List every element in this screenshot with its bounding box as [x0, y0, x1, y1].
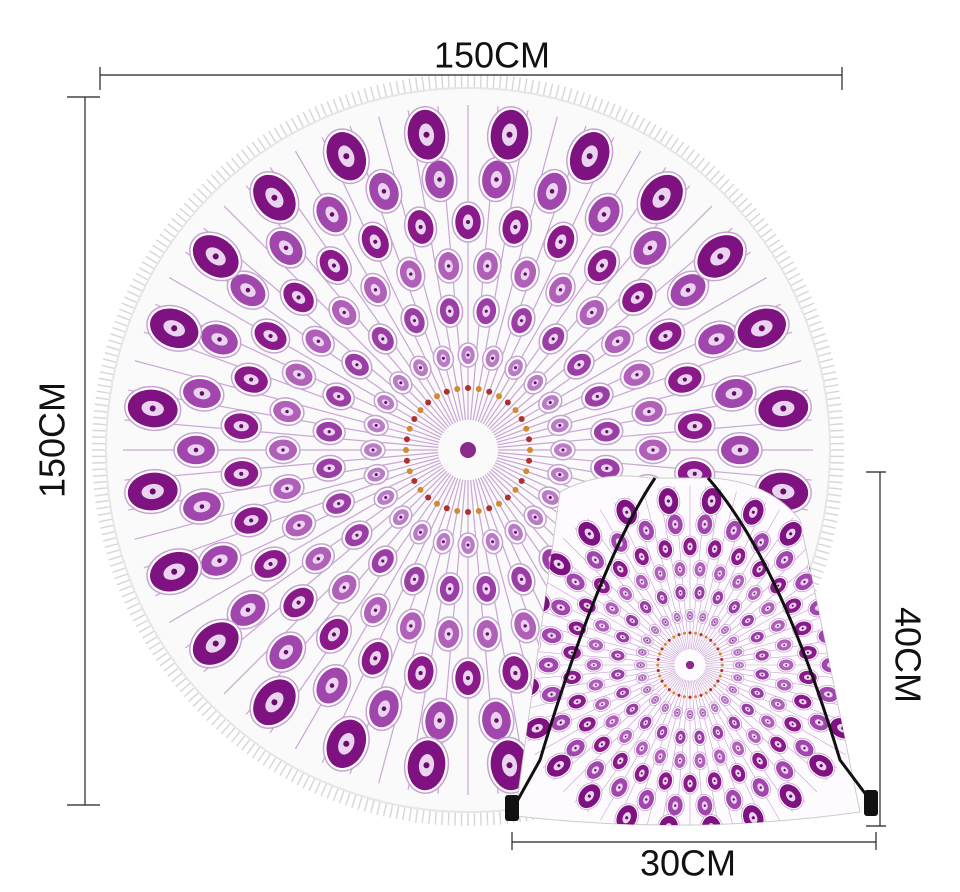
bag-width-label: 30CM	[640, 843, 736, 884]
bag-corner	[505, 795, 519, 821]
drawstring	[513, 477, 872, 806]
towel-width-label: 150CM	[434, 35, 550, 76]
towel-height-label: 150CM	[32, 382, 73, 498]
bag-corner	[864, 790, 878, 816]
bag-height-label: 40CM	[887, 607, 928, 703]
